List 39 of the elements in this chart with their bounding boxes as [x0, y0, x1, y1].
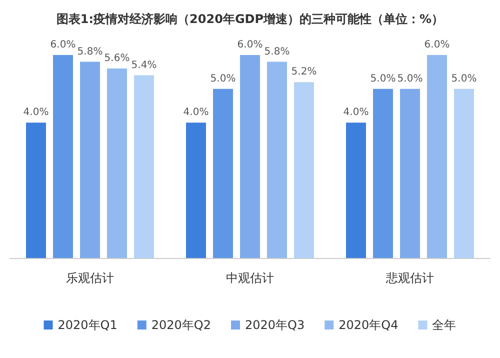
data-label: 5.8% [264, 46, 290, 58]
data-label: 6.0% [424, 40, 450, 50]
legend-label: 2020年Q1 [58, 318, 118, 332]
legend-label: 全年 [432, 318, 456, 332]
legend-label: 2020年Q3 [245, 318, 305, 332]
legend-label: 2020年Q4 [338, 318, 398, 332]
bar [427, 55, 447, 258]
bar [346, 122, 366, 258]
data-label: 5.0% [451, 73, 477, 84]
x-tick-label: 悲观估计 [385, 271, 434, 285]
chart-title: 图表1:疫情对经济影响（2020年GDP增速）的三种可能性（单位：%） [56, 12, 444, 26]
data-label: 5.4% [131, 60, 157, 71]
bar [107, 68, 127, 258]
data-label: 6.0% [50, 40, 76, 50]
data-label: 5.0% [210, 73, 236, 84]
bar [26, 122, 46, 258]
bar [53, 55, 73, 258]
bar [186, 122, 206, 258]
data-label: 4.0% [23, 107, 49, 118]
legend-label: 2020年Q2 [151, 318, 212, 332]
data-label: 4.0% [183, 107, 209, 118]
data-label: 6.0% [237, 40, 263, 50]
bar [267, 62, 287, 258]
bar [134, 75, 154, 258]
data-label: 5.8% [77, 46, 103, 58]
bar [373, 88, 393, 258]
data-label: 4.0% [343, 107, 369, 118]
bar [454, 88, 474, 258]
bar [80, 62, 100, 258]
bar [213, 88, 233, 258]
data-label: 5.0% [370, 73, 396, 84]
bar [294, 82, 314, 258]
bar [400, 88, 420, 258]
data-label: 5.2% [291, 66, 317, 78]
data-label: 5.6% [104, 53, 130, 64]
bar [240, 55, 260, 258]
x-tick-label: 乐观估计 [66, 271, 114, 285]
x-tick-label: 中观估计 [226, 271, 274, 285]
data-label: 5.0% [397, 73, 423, 84]
